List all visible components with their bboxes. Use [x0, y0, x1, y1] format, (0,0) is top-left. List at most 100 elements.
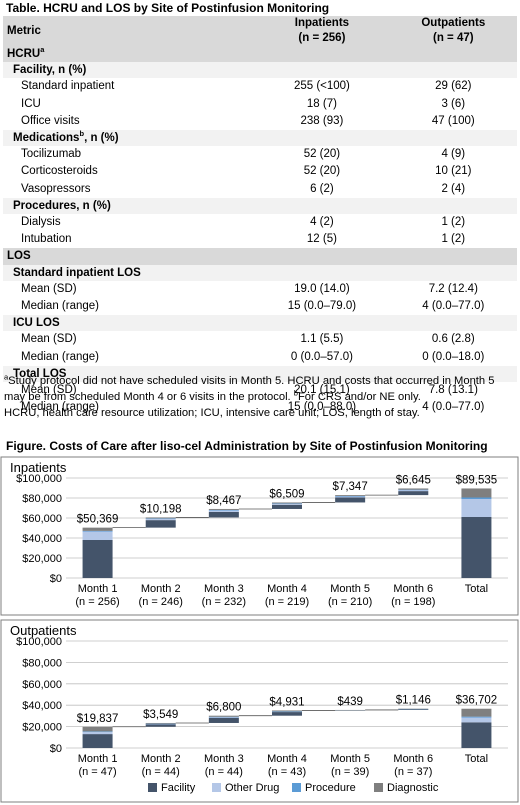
data-label: $3,549 [143, 709, 178, 721]
outpatients-cell: 0.6 (2.8) [389, 331, 517, 349]
bar-segment-facility [208, 717, 239, 723]
bar-segment-diagnostic [145, 517, 176, 519]
bar-segment-facility [82, 540, 113, 578]
bar-segment-diagnostic [82, 527, 113, 531]
outpatients-cell [389, 247, 517, 265]
outpatients-cell: 0 (0.0–18.0) [389, 348, 517, 366]
x-tick-label: Month 6 [393, 753, 433, 765]
data-label: $1,146 [396, 695, 431, 707]
inpatients-cell: 15 (0.0–88.0) [254, 398, 390, 417]
col-metric-header: Metric [3, 16, 255, 46]
y-tick-label: $20,000 [22, 722, 62, 734]
bar-segment-other-drug [82, 531, 113, 540]
outpatients-cell: 10 (21) [389, 162, 517, 181]
bar-segment-other-drug [272, 503, 302, 505]
bar-segment-other-drug [208, 510, 239, 512]
inpatients-cell [254, 62, 390, 79]
bar-segment-other-drug [398, 489, 429, 492]
table-row: Mean (SD) 20.1 (15.1) 7.8 (13.1) [3, 382, 517, 400]
inpatients-cell [254, 46, 390, 63]
row-label: Medicationsb, n (%) [3, 129, 255, 147]
bar-segment-procedure [461, 497, 492, 499]
inpatients-cell: 1.1 (5.5) [254, 331, 390, 349]
table-title: Table. HCRU and LOS by Site of Postinfus… [6, 1, 330, 15]
bar-segment-other-drug [145, 518, 176, 521]
y-tick-label: $20,000 [22, 553, 62, 565]
table-row: Mean (SD) 19.0 (14.0) 7.2 (12.4) [3, 280, 517, 299]
bar-segment-facility [398, 491, 429, 496]
bar-segment-diagnostic [398, 488, 429, 490]
data-label: $19,837 [77, 713, 119, 725]
table-row: LOS [3, 247, 517, 265]
col-outpatients-header: Outpatients (n = 47) [389, 16, 517, 46]
bar-segment-procedure [335, 496, 366, 497]
row-label: HCRUa [3, 46, 255, 63]
inpatients-cell: 12 (5) [254, 230, 390, 249]
bar-segment-other-drug [461, 717, 492, 723]
inpatients-cell: 52 (20) [254, 146, 390, 164]
data-label: $10,198 [140, 503, 182, 515]
legend-swatch [292, 783, 301, 792]
outpatients-cell: 7.8 (13.1) [389, 382, 517, 400]
bar-segment-facility [398, 709, 429, 710]
bar-segment-procedure [272, 503, 302, 504]
bar-segment-diagnostic [461, 708, 492, 717]
table-row: ICU LOS [3, 314, 517, 332]
inpatients-cell [254, 247, 390, 265]
x-tick-label: Month 2 [141, 753, 181, 765]
bar-segment-diagnostic [145, 722, 176, 724]
table-row: Median (range) 15 (0.0–79.0) 4 (0.0–77.0) [3, 297, 517, 316]
x-tick-label: Total [465, 753, 488, 765]
outpatients-cell: 4 (0.0–77.0) [389, 297, 517, 316]
y-tick-label: $80,000 [22, 657, 62, 669]
data-label: $439 [337, 696, 363, 708]
inpatients-cell [254, 197, 390, 215]
bar-segment-other-drug [461, 499, 492, 517]
legend-swatch [374, 783, 383, 792]
inpatients-chart: Inpatients $0 $20,000 $40,000 $60,000 $80,000… [0, 456, 519, 616]
bar-segment-other-drug [208, 716, 239, 718]
chart-frame [0, 456, 519, 616]
data-label: $6,800 [206, 702, 241, 714]
figure-title: Figure. Costs of Care after liso-cel Adm… [6, 439, 488, 453]
bar-segment-facility [335, 497, 366, 503]
bar-segment-other-drug [82, 731, 113, 735]
chart-frame [0, 619, 519, 803]
outpatients-cell: 29 (62) [389, 78, 517, 96]
legend-label: Diagnostic [387, 782, 439, 794]
row-label: Standard inpatient LOS [3, 264, 255, 281]
table-footnote: aStudy protocol did not have scheduled v… [4, 372, 495, 419]
inpatients-cell: 20.1 (15.1) [254, 382, 390, 400]
bar-segment-facility [208, 511, 239, 518]
row-label: Median (range) [3, 348, 255, 366]
legend-label: Facility [161, 782, 196, 794]
row-label: ICU LOS [3, 314, 255, 332]
bar-segment-procedure [208, 716, 239, 718]
x-tick-n-label: (n = 43) [268, 766, 306, 778]
outpatients-cell [389, 197, 517, 215]
col-inpatients-header: Inpatients (n = 256) [254, 16, 390, 46]
inpatients-cell: 238 (93) [254, 112, 390, 131]
row-label: Standard inpatient [3, 78, 255, 96]
bar-segment-procedure [145, 518, 176, 519]
row-label: Mean (SD) [3, 382, 255, 400]
table-row: Vasopressors 6 (2) 2 (4) [3, 180, 517, 198]
table-row: Facility, n (%) [3, 62, 517, 79]
inpatients-cell: 6 (2) [254, 180, 390, 198]
x-tick-n-label: (n = 219) [265, 596, 309, 608]
outpatients-cell [389, 62, 517, 79]
outpatients-cell [389, 314, 517, 332]
bar-segment-diagnostic [335, 495, 366, 497]
bar-segment-procedure [82, 530, 113, 532]
bar-segment-procedure [398, 489, 429, 491]
outpatients-cell: 4 (9) [389, 146, 517, 164]
table-row: HCRUa [3, 46, 517, 63]
table-row: Standard inpatient LOS [3, 264, 517, 281]
y-tick-label: $80,000 [22, 493, 62, 505]
table-row: Medicationsb, n (%) [3, 129, 517, 147]
bar-segment-diagnostic [272, 710, 302, 712]
row-label: Median (range) [3, 297, 255, 316]
row-label: Procedures, n (%) [3, 197, 255, 215]
y-tick-label: $40,000 [22, 533, 62, 545]
outpatients-cell: 3 (6) [389, 95, 517, 113]
